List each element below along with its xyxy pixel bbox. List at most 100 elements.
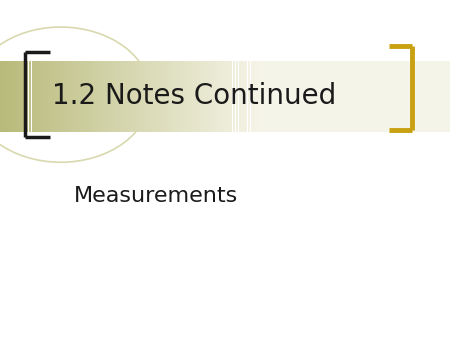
Bar (8, 61, 9, 132)
Bar (87, 61, 89, 132)
Bar (410, 61, 411, 132)
Bar (37, 61, 39, 132)
Bar (240, 61, 242, 132)
Bar (315, 61, 316, 132)
Bar (219, 61, 220, 132)
Bar (352, 61, 354, 132)
Text: Measurements: Measurements (74, 186, 238, 206)
Bar (404, 61, 405, 132)
Bar (81, 61, 82, 132)
Bar (269, 61, 270, 132)
Bar (172, 61, 174, 132)
Bar (418, 61, 420, 132)
Bar (312, 61, 314, 132)
Bar (378, 61, 379, 132)
Bar (276, 61, 278, 132)
Bar (307, 61, 309, 132)
Bar (0, 61, 1, 132)
Bar (446, 61, 447, 132)
Bar (449, 61, 450, 132)
Bar (174, 61, 176, 132)
Bar (130, 61, 132, 132)
Bar (231, 61, 233, 132)
Bar (1, 61, 3, 132)
Bar (333, 61, 334, 132)
Bar (104, 61, 105, 132)
Bar (298, 61, 300, 132)
Bar (154, 61, 156, 132)
Bar (444, 61, 446, 132)
Bar (135, 61, 136, 132)
Bar (60, 61, 62, 132)
Bar (332, 61, 333, 132)
Bar (127, 61, 129, 132)
Bar (225, 61, 226, 132)
Bar (400, 61, 402, 132)
Bar (165, 61, 166, 132)
Bar (297, 61, 298, 132)
Bar (14, 61, 15, 132)
Bar (441, 61, 442, 132)
Bar (328, 61, 330, 132)
Bar (177, 61, 179, 132)
Bar (140, 61, 141, 132)
Bar (136, 61, 138, 132)
Bar (6, 61, 8, 132)
Bar (76, 61, 78, 132)
Bar (195, 61, 197, 132)
Bar (202, 61, 204, 132)
Bar (393, 61, 395, 132)
Bar (273, 61, 274, 132)
Bar (109, 61, 111, 132)
Bar (423, 61, 424, 132)
Bar (413, 61, 414, 132)
Bar (180, 61, 181, 132)
Bar (343, 61, 345, 132)
Bar (212, 61, 213, 132)
Bar (143, 61, 144, 132)
Bar (300, 61, 302, 132)
Bar (96, 61, 98, 132)
Bar (161, 61, 162, 132)
Bar (190, 61, 192, 132)
Bar (57, 61, 58, 132)
Bar (435, 61, 436, 132)
Bar (414, 61, 415, 132)
Bar (440, 61, 441, 132)
Bar (288, 61, 289, 132)
Bar (45, 61, 46, 132)
Bar (66, 61, 67, 132)
Bar (99, 61, 100, 132)
Bar (438, 61, 440, 132)
Bar (89, 61, 90, 132)
Bar (207, 61, 208, 132)
Bar (228, 61, 230, 132)
Bar (233, 61, 234, 132)
Bar (197, 61, 198, 132)
Bar (100, 61, 102, 132)
Bar (279, 61, 280, 132)
Bar (24, 61, 26, 132)
Bar (12, 61, 14, 132)
Bar (48, 61, 50, 132)
Bar (415, 61, 417, 132)
Bar (318, 61, 320, 132)
Bar (3, 61, 4, 132)
Bar (359, 61, 360, 132)
Bar (285, 61, 287, 132)
Bar (345, 61, 347, 132)
Bar (54, 61, 55, 132)
Bar (51, 61, 53, 132)
Bar (252, 61, 253, 132)
Bar (111, 61, 112, 132)
Bar (432, 61, 433, 132)
Bar (148, 61, 150, 132)
Bar (246, 61, 248, 132)
Bar (9, 61, 10, 132)
Bar (46, 61, 48, 132)
Bar (204, 61, 206, 132)
Bar (215, 61, 216, 132)
Bar (125, 61, 126, 132)
Bar (63, 61, 64, 132)
Bar (162, 61, 163, 132)
